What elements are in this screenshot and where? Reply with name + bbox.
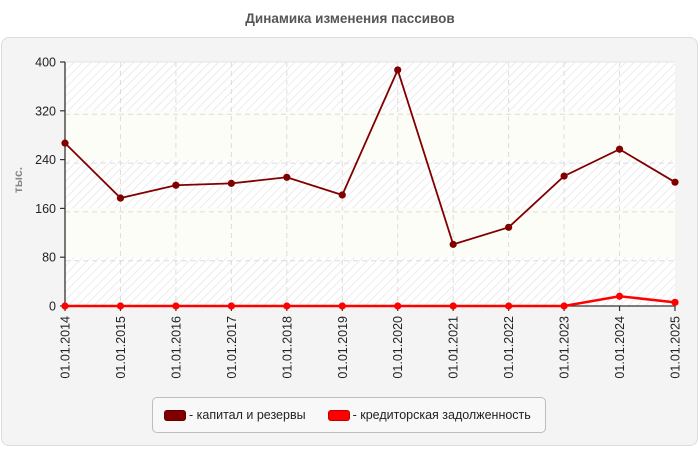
data-point <box>505 302 513 310</box>
data-point <box>560 302 568 310</box>
background-band <box>65 208 675 258</box>
y-tick-label: 240 <box>35 153 56 167</box>
x-tick-label: 01.01.2016 <box>169 316 183 379</box>
x-tick-label: 01.01.2017 <box>225 316 239 379</box>
axis-labels: 0 80 160 240 320 400 01.01.2014 01.01.2015 01.01… <box>35 56 682 379</box>
data-point <box>615 292 624 300</box>
x-tick-label: 01.01.2018 <box>280 316 294 379</box>
y-axis-label: тыс. <box>11 166 25 194</box>
legend-label: - капитал и резервы <box>189 408 306 422</box>
x-tick-label: 01.01.2015 <box>114 316 128 379</box>
x-tick-label: 01.01.2022 <box>502 316 516 379</box>
x-tick-label: 01.01.2024 <box>613 316 627 379</box>
data-point <box>449 302 457 310</box>
background-band <box>65 257 675 306</box>
legend-label: - кредиторская задолженность <box>352 408 531 422</box>
data-point <box>172 302 180 310</box>
x-tick-label: 01.01.2019 <box>336 316 350 379</box>
series-line <box>65 294 676 308</box>
x-tick-label: 01.01.2021 <box>447 316 461 379</box>
legend-swatch-icon <box>327 409 350 421</box>
x-tick-label: 01.01.2025 <box>669 316 683 379</box>
data-point <box>172 181 180 189</box>
data-point <box>394 66 402 74</box>
background-band <box>65 62 675 111</box>
series-line <box>64 67 676 246</box>
background-bands <box>65 62 675 306</box>
legend-item-capital[interactable]: - капитал и резервы <box>164 408 306 422</box>
chart-title: Динамика изменения пассивов <box>245 11 455 26</box>
data-point <box>338 191 346 199</box>
data-point <box>61 302 69 310</box>
data-point <box>560 172 568 180</box>
data-point <box>671 178 679 186</box>
data-point <box>394 302 402 310</box>
data-point <box>116 302 125 310</box>
y-tick-label: 160 <box>35 202 56 216</box>
data-point <box>283 173 291 181</box>
background-band <box>65 110 675 160</box>
x-tick-label: 01.01.2023 <box>558 316 572 379</box>
background-band <box>65 159 675 209</box>
data-point <box>338 302 346 310</box>
data-point <box>615 145 624 153</box>
y-tick-label: 400 <box>35 56 56 70</box>
data-point <box>227 302 235 310</box>
legend: - капитал и резервы - кредиторская задол… <box>152 397 546 433</box>
data-point <box>505 223 513 231</box>
y-tick-label: 80 <box>42 251 56 265</box>
data-point <box>227 179 235 187</box>
x-tick-label: 01.01.2014 <box>59 316 73 379</box>
data-point <box>671 298 679 306</box>
data-series <box>61 66 679 310</box>
data-point <box>283 302 291 310</box>
legend-item-payables[interactable]: - кредиторская задолженность <box>327 408 531 422</box>
y-tick-label: 0 <box>49 300 56 314</box>
data-point <box>116 194 125 202</box>
data-point <box>449 240 457 248</box>
x-tick-label: 01.01.2020 <box>391 316 405 379</box>
y-tick-label: 320 <box>35 104 56 118</box>
data-point <box>61 139 69 147</box>
legend-swatch-icon <box>164 409 186 421</box>
